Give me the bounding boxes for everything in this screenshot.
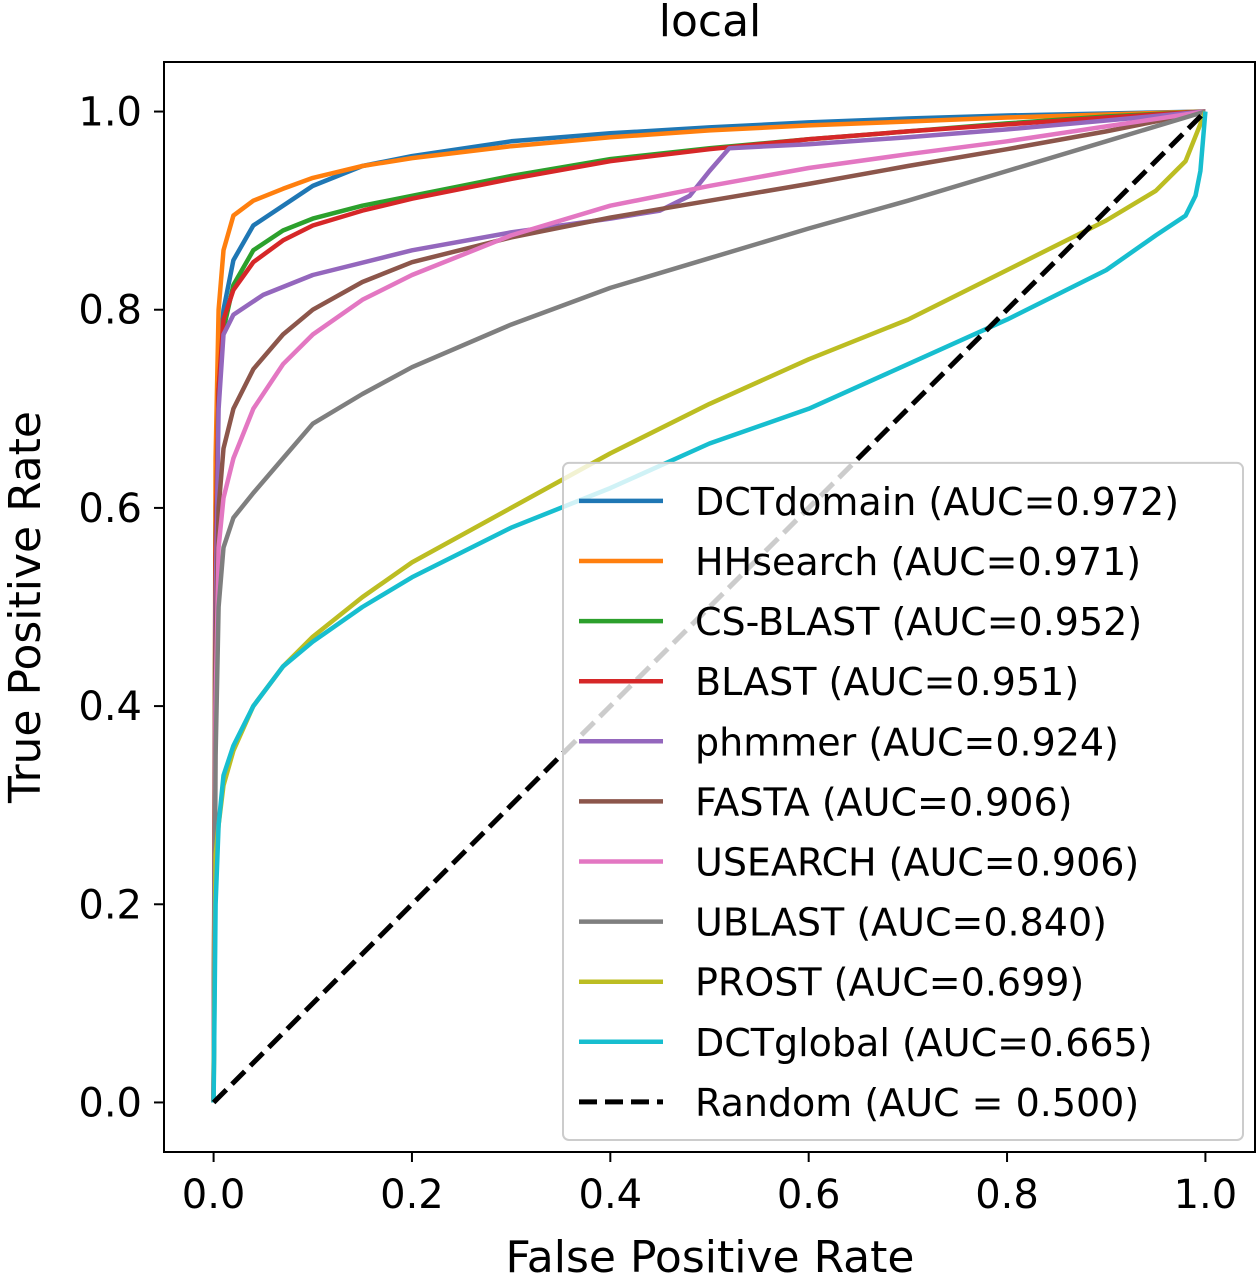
legend-label-10: Random (AUC = 0.500): [695, 1081, 1139, 1125]
series-line-5: [211, 109, 1206, 1103]
x-tick-label-0: 0.0: [182, 1172, 246, 1218]
legend-label-3: BLAST (AUC=0.951): [695, 660, 1079, 704]
legend-label-2: CS-BLAST (AUC=0.952): [695, 600, 1142, 644]
plot-area: [211, 109, 1208, 1105]
legend-label-9: DCTglobal (AUC=0.665): [695, 1021, 1153, 1065]
series-line-9: [211, 111, 1208, 1103]
legend-label-8: PROST (AUC=0.699): [695, 961, 1084, 1005]
plot-frame: [163, 61, 1256, 1153]
x-axis: 0.0 0.2 0.4 0.6 0.8 1.0: [182, 1152, 1237, 1218]
legend: DCTdomain (AUC=0.972) HHsearch (AUC=0.971…: [562, 461, 1244, 1141]
y-tick-label-4: 0.8: [78, 288, 142, 334]
y-tick-label-0: 0.0: [78, 1080, 142, 1126]
legend-box: [562, 461, 1244, 1141]
x-tick-label-5: 1.0: [1174, 1172, 1238, 1218]
legend-label-6: USEARCH (AUC=0.906): [695, 841, 1139, 885]
series-line-7: [211, 109, 1207, 1103]
legend-label-1: HHsearch (AUC=0.971): [695, 540, 1141, 584]
legend-label-5: FASTA (AUC=0.906): [695, 780, 1072, 824]
x-axis-label: False Positive Rate: [506, 1232, 915, 1280]
y-tick-label-2: 0.4: [78, 684, 142, 730]
y-tick-label-1: 0.2: [78, 882, 142, 928]
y-tick-label-5: 1.0: [78, 90, 142, 136]
x-tick-label-4: 0.8: [975, 1172, 1039, 1218]
x-tick-label-3: 0.6: [777, 1172, 841, 1218]
legend-label-0: DCTdomain (AUC=0.972): [695, 480, 1179, 524]
legend-label-4: phmmer (AUC=0.924): [695, 720, 1119, 764]
series-line-1: [211, 109, 1206, 1103]
y-tick-label-3: 0.6: [78, 486, 142, 532]
x-tick-label-1: 0.2: [380, 1172, 444, 1218]
series-line-6: [211, 109, 1206, 1103]
legend-label-7: UBLAST (AUC=0.840): [695, 901, 1107, 945]
chart-title: local: [659, 0, 762, 47]
y-axis-label: True Positive Rate: [0, 411, 51, 804]
y-axis: 0.0 0.2 0.4 0.6 0.8 1.0: [78, 90, 164, 1126]
x-tick-label-2: 0.4: [579, 1172, 643, 1218]
